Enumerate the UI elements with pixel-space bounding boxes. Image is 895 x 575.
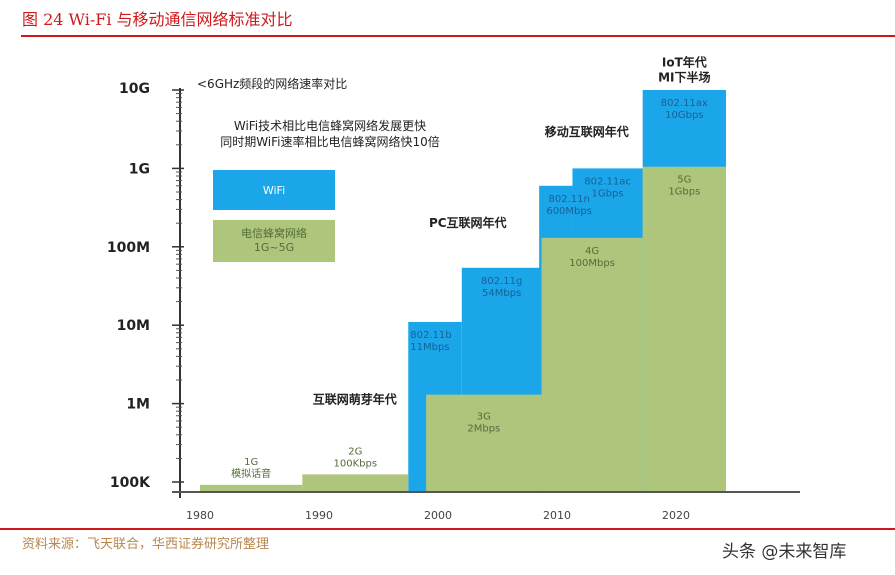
- cellular-bar-label: 1G 模拟话音: [231, 457, 271, 480]
- title-divider: [21, 35, 895, 37]
- rate-comparison-chart: 802.11b 11Mbps 802.11g 54Mbps 802.11n 600Mbps…: [107, 54, 800, 522]
- wifi-bar-label: 802.11ax 10Gbps: [661, 98, 708, 121]
- cellular-bar: [642, 166, 726, 492]
- y-tick-label: 1M: [126, 397, 150, 413]
- wifi-bar-label: 802.11g 54Mbps: [481, 276, 522, 299]
- y-tick-label: 100K: [110, 475, 151, 491]
- cellular-bar-label: 4G 100Mbps: [569, 246, 615, 269]
- x-tick-label: 2000: [424, 509, 452, 522]
- x-tick-label: 1980: [186, 509, 214, 522]
- era-annotation: 移动互联网年代: [545, 124, 629, 139]
- x-tick-label: 2020: [662, 509, 690, 522]
- era-annotation: IoT年代 MI下半场: [658, 54, 710, 84]
- legend-label-wifi: WiFi: [263, 184, 285, 197]
- y-tick-label: 10G: [119, 81, 150, 97]
- wifi-bar-label: 802.11b 11Mbps: [410, 330, 451, 353]
- x-tick-label: 1990: [305, 509, 333, 522]
- cellular-bar-label: 5G 1Gbps: [668, 175, 700, 198]
- y-tick-label: 100M: [107, 240, 150, 256]
- cellular-bar: [541, 237, 643, 492]
- cellular-bar: [200, 484, 303, 492]
- y-tick-label: 1G: [129, 161, 150, 177]
- legend-label-cellular: 电信蜂窝网络 1G~5G: [241, 226, 307, 254]
- chart-subtitle: WiFi技术相比电信蜂窝网络发展更快同时期WiFi速率相比电信蜂窝网络快10倍: [220, 118, 440, 149]
- source-divider: [0, 528, 895, 530]
- chart-title: <6GHz频段的网络速率对比: [197, 76, 347, 91]
- figure-title: 图 24 Wi-Fi 与移动通信网络标准对比: [22, 10, 293, 29]
- source-note: 资料来源：飞天联合，华西证券研究所整理: [22, 537, 270, 552]
- cellular-bar: [426, 394, 542, 492]
- wifi-bar-label: 802.11n 600Mbps: [546, 194, 592, 217]
- x-tick-label: 2010: [543, 509, 571, 522]
- wifi-bar-label: 802.11ac 1Gbps: [584, 176, 631, 199]
- cellular-bar-label: 2G 100Kbps: [334, 446, 378, 469]
- era-annotation: 互联网萌芽年代: [313, 392, 397, 407]
- y-tick-label: 10M: [117, 318, 150, 334]
- watermark: 头条 @未来智库: [722, 542, 847, 562]
- legend-swatch-cellular: [213, 220, 335, 262]
- legend-swatch-wifi: [213, 170, 335, 210]
- era-annotation: PC互联网年代: [429, 215, 507, 230]
- cellular-bar: [302, 474, 409, 492]
- cellular-bar-label: 3G 2Mbps: [467, 412, 500, 435]
